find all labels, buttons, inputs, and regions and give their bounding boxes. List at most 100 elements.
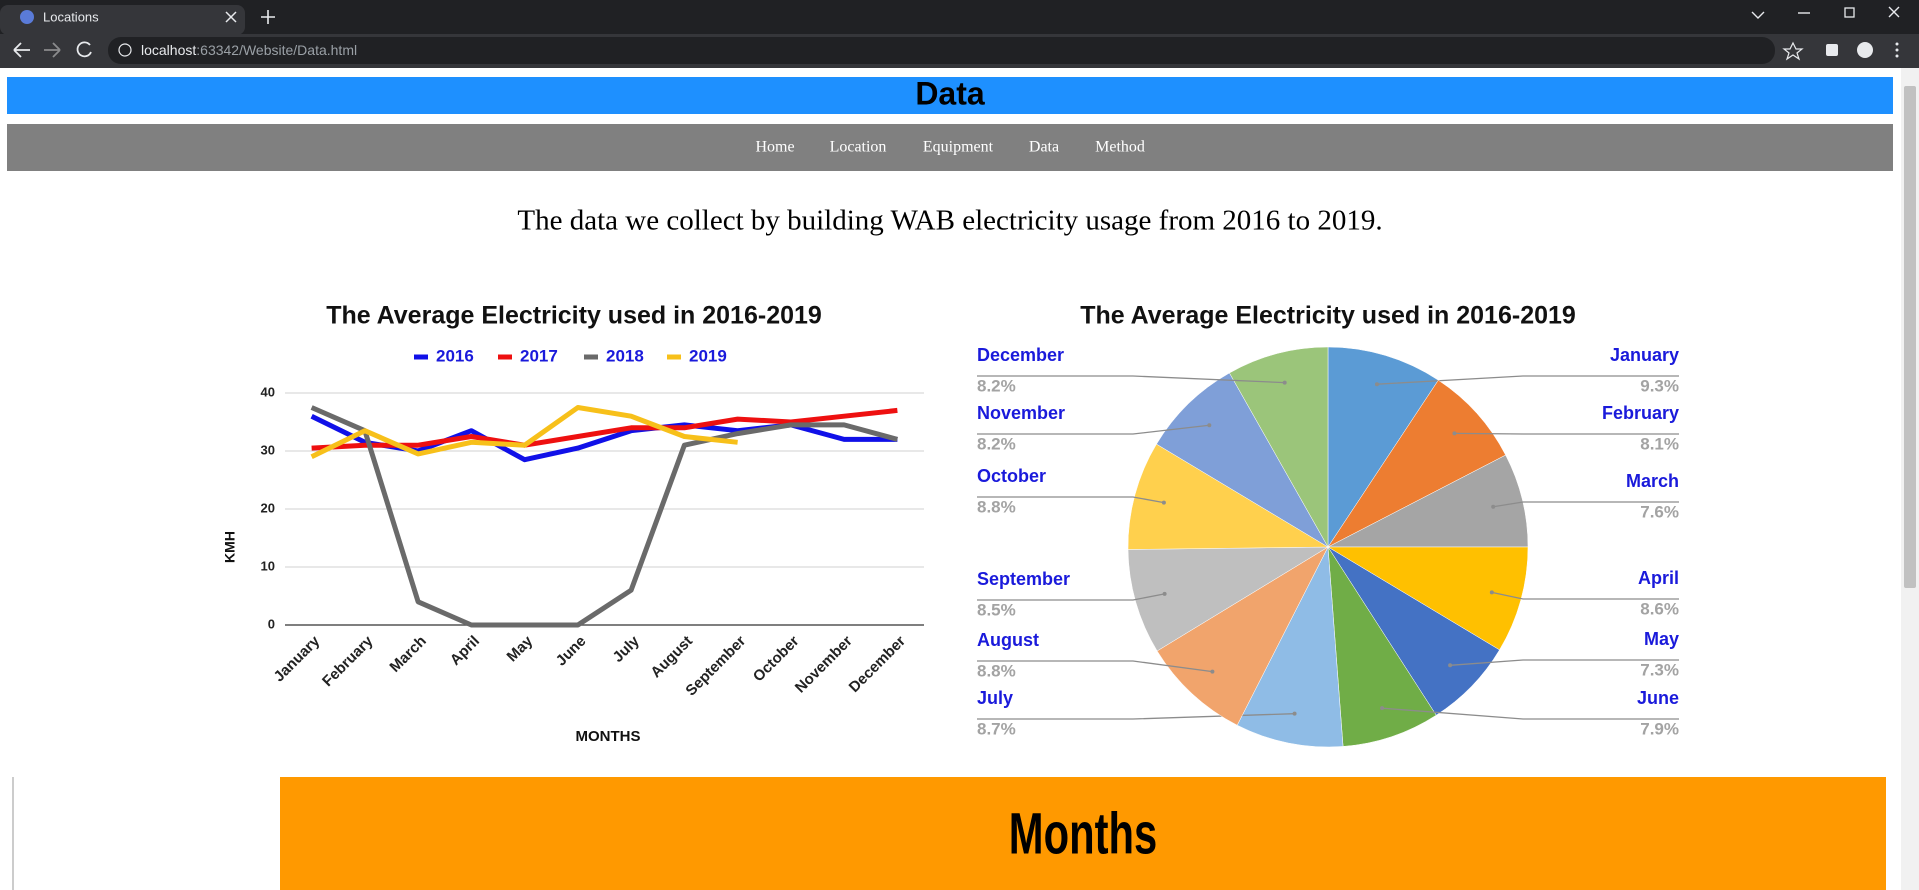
x-tick-label: November bbox=[792, 632, 856, 696]
new-tab[interactable] bbox=[261, 10, 275, 24]
tab[interactable] bbox=[0, 5, 245, 35]
charts: The Average Electricity used in 2016-201… bbox=[222, 302, 1679, 748]
site-info[interactable] bbox=[118, 43, 132, 57]
close-window[interactable] bbox=[1888, 6, 1900, 18]
y-tick-label: 40 bbox=[261, 384, 275, 399]
extensions[interactable] bbox=[1826, 44, 1838, 56]
pie-slice bbox=[1229, 346, 1329, 548]
pie-slice bbox=[1127, 443, 1329, 550]
pie-value-label: 8.2% bbox=[977, 376, 1016, 395]
pie-value-label: 8.6% bbox=[1640, 599, 1679, 618]
reload[interactable] bbox=[76, 41, 92, 58]
nav-link[interactable]: Location bbox=[830, 139, 887, 156]
x-tick-label: April bbox=[447, 633, 483, 669]
legend-label: 2016 bbox=[436, 346, 474, 365]
leader-line bbox=[977, 424, 1210, 435]
pie-label: January bbox=[1610, 345, 1679, 365]
url-path: :63342/Website/Data.html bbox=[196, 42, 357, 58]
bookmark[interactable] bbox=[1782, 41, 1804, 61]
pie-label: October bbox=[977, 466, 1046, 486]
pie-label: March bbox=[1626, 471, 1679, 491]
pie-slice bbox=[1327, 346, 1439, 548]
pie-label: February bbox=[1602, 403, 1679, 423]
nav-bar bbox=[7, 124, 1893, 171]
nav-link[interactable]: Data bbox=[1029, 139, 1059, 156]
pie-slice bbox=[1327, 379, 1506, 548]
nav-link[interactable]: Method bbox=[1095, 139, 1145, 156]
omnibox[interactable] bbox=[108, 37, 1775, 64]
chart-title: The Average Electricity used in 2016-201… bbox=[1080, 302, 1576, 330]
leader-dot bbox=[1282, 380, 1287, 385]
legend-label: 2017 bbox=[520, 346, 558, 365]
x-tick-label: May bbox=[504, 632, 537, 665]
menu bbox=[1895, 54, 1899, 58]
x-tick-label: July bbox=[610, 632, 644, 666]
url: localhost:63342/Website/Data.html bbox=[141, 42, 357, 58]
pie-label: September bbox=[977, 569, 1070, 589]
pie-slice bbox=[1327, 546, 1437, 747]
nav: Home Location Equipment Data Method bbox=[755, 139, 1144, 156]
x-tick-label: June bbox=[553, 633, 590, 670]
leader-dot bbox=[1489, 590, 1494, 595]
leader-line bbox=[977, 496, 1165, 504]
y-axis-title: KMH bbox=[222, 531, 238, 563]
leader-line bbox=[1491, 591, 1679, 600]
leader-line bbox=[1376, 375, 1679, 385]
scroll-thumb[interactable] bbox=[1904, 86, 1916, 588]
y-tick-label: 30 bbox=[261, 442, 275, 457]
header-title: Data bbox=[915, 75, 985, 111]
leader-line bbox=[1454, 432, 1679, 435]
leader-line bbox=[977, 660, 1213, 673]
leader-dot bbox=[1292, 711, 1297, 716]
pie-value-label: 8.7% bbox=[977, 719, 1016, 738]
leader-dot bbox=[1380, 706, 1385, 711]
pie-slice bbox=[1327, 546, 1529, 651]
tab-strip bbox=[0, 0, 1919, 34]
series-line bbox=[310, 405, 738, 460]
banner bbox=[280, 777, 1886, 890]
restore[interactable] bbox=[1844, 7, 1855, 18]
pie-slice bbox=[1156, 372, 1329, 548]
banner-title: Months bbox=[1009, 801, 1157, 866]
pie-label: December bbox=[977, 345, 1064, 365]
nav-link[interactable]: Equipment bbox=[923, 139, 994, 156]
back[interactable] bbox=[13, 42, 30, 58]
pie-label: July bbox=[977, 688, 1013, 708]
menu[interactable] bbox=[1895, 42, 1899, 46]
pie-label: November bbox=[977, 403, 1065, 423]
url-host: localhost bbox=[141, 42, 196, 58]
leader-line bbox=[977, 593, 1165, 601]
x-tick-label: October bbox=[750, 633, 803, 686]
legend-label: 2018 bbox=[606, 346, 644, 365]
tab-close[interactable] bbox=[225, 11, 237, 23]
pie-label: June bbox=[1637, 688, 1679, 708]
forward[interactable] bbox=[44, 42, 61, 58]
x-tick-label: December bbox=[846, 633, 909, 696]
x-tick-label: March bbox=[386, 633, 429, 676]
leader-dot bbox=[1207, 423, 1212, 428]
leader-dot bbox=[1161, 500, 1166, 505]
pie-value-label: 7.6% bbox=[1640, 502, 1679, 521]
pie-value-label: 8.2% bbox=[977, 434, 1016, 453]
x-tick-label: January bbox=[271, 632, 324, 685]
profile[interactable] bbox=[1857, 42, 1873, 58]
leader-dot bbox=[1452, 431, 1457, 436]
tab-search[interactable] bbox=[1751, 11, 1765, 19]
leader-line bbox=[1450, 659, 1679, 666]
pie-label: April bbox=[1638, 568, 1679, 588]
x-axis-title: MONTHS bbox=[576, 728, 641, 745]
pie-value-label: 8.8% bbox=[977, 661, 1016, 680]
favicon bbox=[20, 10, 34, 24]
pie-label: August bbox=[977, 630, 1039, 650]
x-tick-label: August bbox=[647, 633, 696, 682]
pie-slice bbox=[1156, 546, 1329, 726]
y-tick-label: 0 bbox=[268, 616, 275, 631]
nav-link[interactable]: Home bbox=[755, 139, 794, 156]
y-tick-label: 20 bbox=[261, 500, 275, 515]
menu bbox=[1895, 48, 1899, 52]
pie-value-label: 7.9% bbox=[1640, 719, 1679, 738]
pie-slice bbox=[1127, 546, 1329, 652]
pie-slice bbox=[1327, 454, 1529, 548]
